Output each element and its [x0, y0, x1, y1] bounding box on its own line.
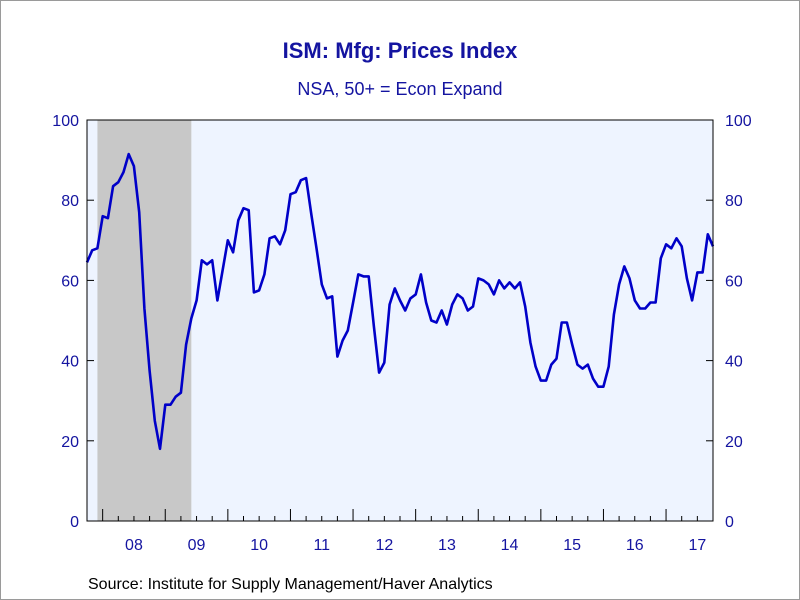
x-tick-label: 11 [313, 537, 330, 554]
y-tick-label-left: 80 [61, 193, 79, 210]
x-tick-label: 16 [626, 537, 644, 554]
x-tick-label: 13 [438, 537, 456, 554]
y-tick-label-right: 60 [725, 273, 743, 290]
x-tick-label: 17 [688, 537, 706, 554]
y-tick-label-right: 0 [725, 514, 734, 531]
y-tick-label-left: 100 [52, 113, 79, 130]
chart-title: ISM: Mfg: Prices Index [282, 38, 518, 63]
y-tick-label-right: 20 [725, 434, 743, 451]
y-tick-label-right: 80 [725, 193, 743, 210]
y-tick-label-left: 60 [61, 273, 79, 290]
x-tick-label: 15 [563, 537, 581, 554]
y-tick-label-left: 0 [70, 514, 79, 531]
x-tick-label: 08 [125, 537, 143, 554]
y-tick-label-right: 100 [725, 113, 752, 130]
y-tick-label-right: 40 [725, 354, 743, 371]
source-note: Source: Institute for Supply Management/… [88, 576, 493, 593]
series-line [85, 152, 715, 451]
y-tick-label-left: 40 [61, 354, 79, 371]
x-tick-label: 09 [188, 537, 206, 554]
chart-subtitle: NSA, 50+ = Econ Expand [297, 79, 503, 99]
y-tick-label-left: 20 [61, 434, 79, 451]
x-tick-label: 12 [375, 537, 393, 554]
x-tick-label: 10 [250, 537, 268, 554]
x-tick-label: 14 [501, 537, 519, 554]
